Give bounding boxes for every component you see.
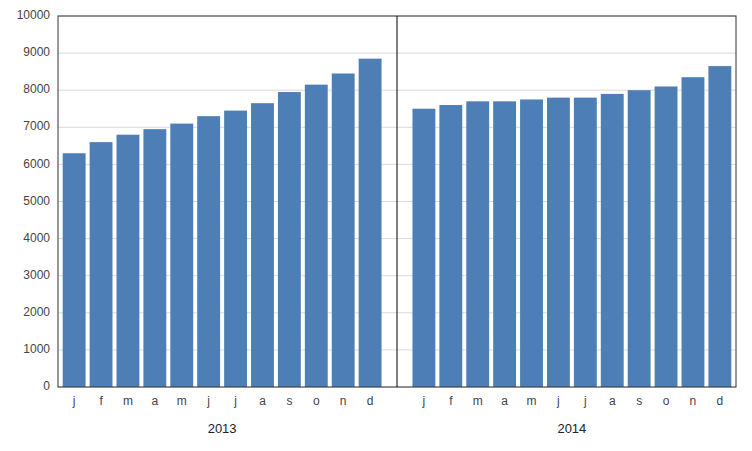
bar — [574, 98, 597, 387]
y-tick-label: 9000 — [23, 45, 50, 59]
x-tick-label: a — [152, 394, 159, 408]
y-tick-label: 3000 — [23, 268, 50, 282]
bar — [305, 85, 328, 387]
bar — [547, 98, 570, 387]
bar — [359, 59, 382, 387]
bar — [412, 109, 435, 387]
bar — [601, 94, 624, 387]
x-tick-label: j — [206, 394, 210, 408]
group-separator — [397, 16, 398, 387]
y-tick-label: 6000 — [23, 157, 50, 171]
x-tick-label: s — [286, 394, 292, 408]
x-axis: jfmamjjasondjfmamjjasond — [72, 394, 723, 408]
bar — [251, 103, 274, 387]
y-tick-label: 8000 — [23, 82, 50, 96]
x-tick-label: j — [72, 394, 76, 408]
x-tick-label: m — [527, 394, 537, 408]
y-tick-label: 2000 — [23, 305, 50, 319]
bar — [439, 105, 462, 387]
x-tick-label: o — [663, 394, 670, 408]
x-tick-label: a — [259, 394, 266, 408]
y-tick-label: 10000 — [17, 8, 51, 22]
x-tick-label: n — [340, 394, 347, 408]
x-tick-label: m — [177, 394, 187, 408]
bar — [63, 153, 86, 387]
x-tick-label: d — [367, 394, 374, 408]
bar — [197, 116, 220, 387]
chart: 0 1000 2000 3000 4000 5000 6000 7000 8000 9000 100… — [0, 0, 752, 451]
bar — [278, 92, 301, 387]
bar — [628, 90, 651, 387]
x-tick-label: m — [123, 394, 133, 408]
y-tick-label: 7000 — [23, 119, 50, 133]
bar — [520, 99, 543, 387]
x-tick-label: j — [583, 394, 587, 408]
y-tick-label: 0 — [43, 379, 50, 393]
chart-container: 0 1000 2000 3000 4000 5000 6000 7000 8000 9000 100… — [0, 0, 752, 451]
x-tick-label: f — [449, 394, 453, 408]
x-tick-label: j — [422, 394, 426, 408]
bar — [90, 142, 113, 387]
group-label: 2013 — [208, 421, 237, 436]
bar — [682, 77, 705, 387]
y-tick-label: 4000 — [23, 231, 50, 245]
bar — [332, 74, 355, 387]
x-tick-label: j — [556, 394, 560, 408]
bar — [466, 101, 489, 387]
bar — [493, 101, 516, 387]
x-tick-label: o — [313, 394, 320, 408]
bar — [708, 66, 731, 387]
y-axis: 0 1000 2000 3000 4000 5000 6000 7000 8000 9000 100… — [17, 8, 51, 393]
bar — [170, 124, 193, 387]
x-tick-label: a — [609, 394, 616, 408]
group-label: 2014 — [557, 421, 586, 436]
bar — [224, 111, 247, 387]
x-tick-label: j — [233, 394, 237, 408]
x-tick-label: n — [690, 394, 697, 408]
x-tick-label: s — [636, 394, 642, 408]
x-tick-label: a — [501, 394, 508, 408]
x-tick-label: f — [99, 394, 103, 408]
x-tick-label: d — [717, 394, 724, 408]
plot-frame — [58, 16, 736, 387]
bar — [143, 129, 166, 387]
y-tick-label: 5000 — [23, 194, 50, 208]
x-tick-label: m — [473, 394, 483, 408]
bar — [117, 135, 140, 387]
y-tick-label: 1000 — [23, 342, 50, 356]
bar — [655, 86, 678, 387]
grid — [58, 16, 736, 387]
